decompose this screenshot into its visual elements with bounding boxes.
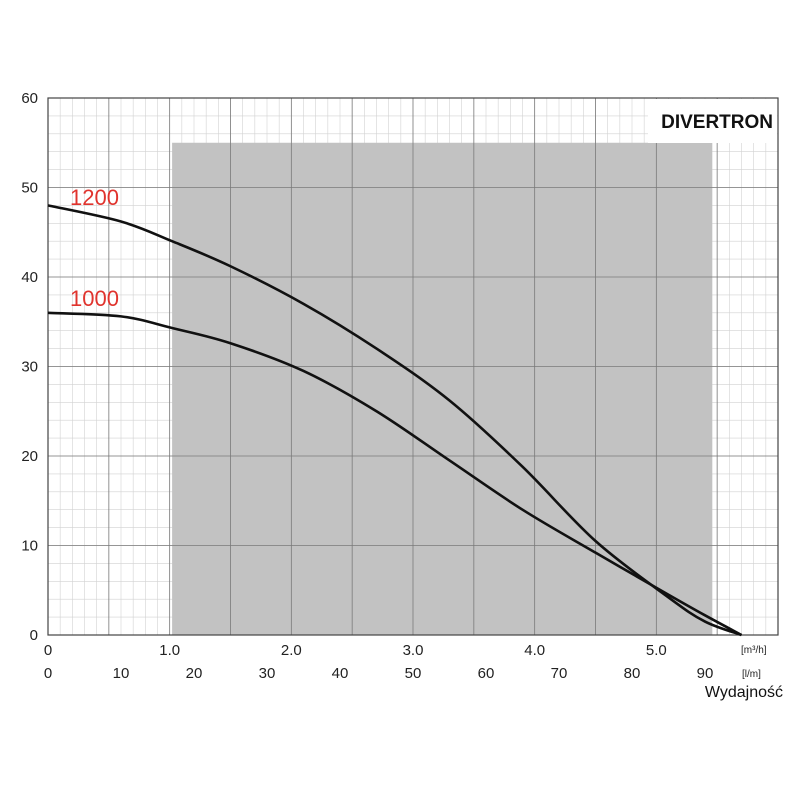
series-label-1200: 1200	[70, 185, 119, 210]
plot-frame	[47, 97, 779, 636]
curve-1000	[47, 311, 743, 637]
x-tick-label-lmin: 50	[405, 665, 422, 682]
operating-range-shading	[172, 142, 713, 635]
x-axis-title: Wydajność	[705, 684, 783, 701]
y-tick-label: 50	[21, 180, 38, 197]
x-axis-ticks-lmin: 0 10 20 30 40 50 60 70 80 90	[44, 665, 714, 682]
y-tick-label: 60	[21, 90, 38, 107]
y-tick-label: 30	[21, 359, 38, 376]
curve-1200	[47, 204, 742, 637]
x-axis-ticks-m3h: 0 1.0 2.0 3.0 4.0 5.0	[44, 642, 667, 659]
x-tick-label-lmin: 10	[113, 665, 130, 682]
series-labels: 1200 1000	[70, 185, 119, 311]
x-tick-label-lmin: 0	[44, 665, 52, 682]
x-tick-label-lmin: 30	[259, 665, 276, 682]
brand-label: DIVERTRON	[661, 112, 773, 133]
x-tick-label-lmin: 40	[332, 665, 349, 682]
x-unit-m3h: [m³/h]	[741, 645, 767, 656]
x-tick-label-m3h: 1.0	[159, 642, 180, 659]
y-tick-label: 0	[30, 627, 38, 644]
x-tick-label-lmin: 20	[186, 665, 203, 682]
x-tick-label-lmin: 60	[478, 665, 495, 682]
x-tick-label-m3h: 4.0	[524, 642, 545, 659]
series-label-1000: 1000	[70, 286, 119, 311]
y-axis-ticks: 0 10 20 30 40 50 60	[21, 90, 38, 644]
x-tick-label-m3h: 0	[44, 642, 52, 659]
y-tick-label: 20	[21, 448, 38, 465]
x-unit-lmin: [l/m]	[742, 669, 761, 680]
y-tick-label: 40	[21, 269, 38, 286]
curves	[47, 204, 743, 637]
x-tick-label-m3h: 2.0	[281, 642, 302, 659]
x-tick-label-lmin: 90	[697, 665, 714, 682]
x-tick-label-lmin: 80	[624, 665, 641, 682]
x-tick-label-m3h: 5.0	[646, 642, 667, 659]
brand-label-box: DIVERTRON	[648, 99, 777, 143]
x-tick-label-m3h: 3.0	[403, 642, 424, 659]
x-tick-label-lmin: 70	[551, 665, 568, 682]
y-tick-label: 10	[21, 538, 38, 555]
